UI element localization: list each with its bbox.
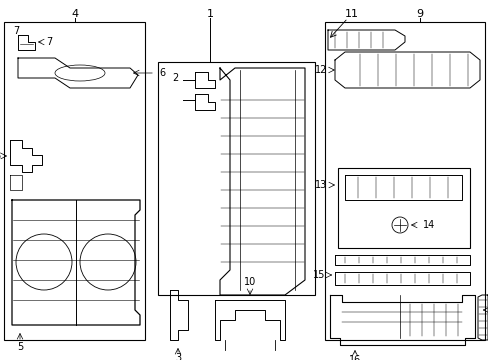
Text: 14: 14 xyxy=(422,220,434,230)
Text: 2: 2 xyxy=(171,73,178,83)
Text: 7: 7 xyxy=(46,37,52,47)
Text: 16: 16 xyxy=(348,355,360,360)
Text: 5: 5 xyxy=(17,342,23,352)
Text: 11: 11 xyxy=(345,9,358,19)
Text: 3: 3 xyxy=(175,353,181,360)
Text: 7: 7 xyxy=(13,26,19,36)
Text: 10: 10 xyxy=(244,277,256,287)
Bar xyxy=(325,22,484,340)
Text: 1: 1 xyxy=(206,9,213,19)
Text: 6: 6 xyxy=(159,68,165,78)
Bar xyxy=(158,62,314,295)
Text: 12: 12 xyxy=(314,65,326,75)
Bar xyxy=(4,22,145,340)
Bar xyxy=(337,168,469,248)
Text: 4: 4 xyxy=(71,9,79,19)
Text: 15: 15 xyxy=(312,270,325,280)
Text: 13: 13 xyxy=(314,180,326,190)
Text: 9: 9 xyxy=(416,9,423,19)
